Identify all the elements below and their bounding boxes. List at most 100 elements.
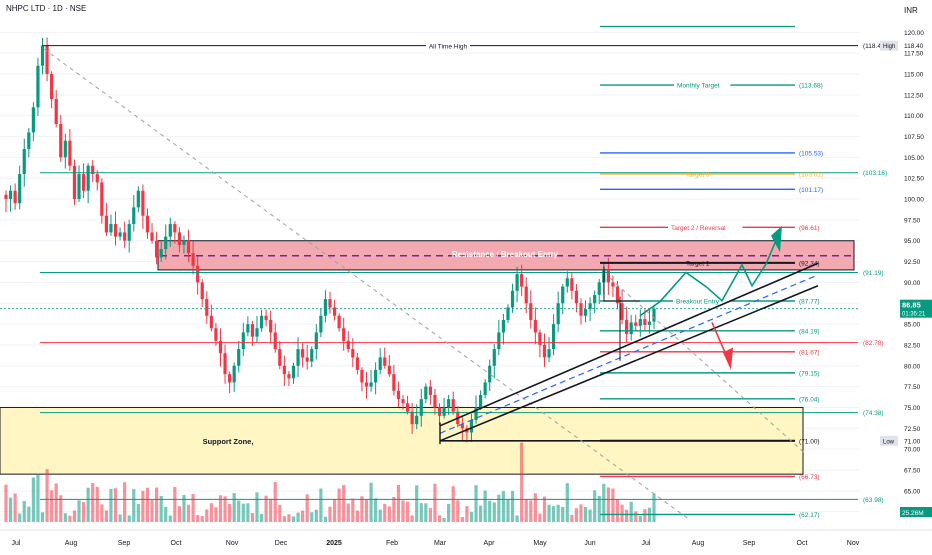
volume-bar [638, 516, 642, 522]
volume-bar [419, 503, 423, 522]
y-tick-label: 65.00 [904, 488, 921, 495]
channel-upper-line [439, 262, 819, 427]
candle-body [378, 357, 382, 370]
candle-body [574, 290, 579, 304]
candle-body [474, 407, 478, 420]
candle-body [228, 374, 232, 383]
candle-body [547, 349, 551, 358]
x-tick-label: May [533, 540, 547, 547]
volume-bar [40, 512, 45, 522]
candle-body [287, 374, 291, 379]
annotations: Monthly Target Target 3 Target 2 / Reversa… [43, 48, 819, 521]
volume-bar [364, 499, 369, 522]
volume-bar [54, 483, 58, 522]
volume-bar [173, 486, 177, 522]
volume-bar [50, 490, 54, 522]
reference-value: (74.38) [863, 410, 884, 417]
projected-arrow-up [771, 225, 782, 253]
candle-body [497, 332, 501, 350]
ath-value-label: (118.40) [863, 43, 887, 50]
volume-bar [383, 503, 387, 522]
candle-body [538, 332, 542, 345]
volume-bar [492, 502, 496, 522]
volume-bar [374, 498, 378, 522]
volume-bar [342, 484, 346, 522]
y-tick-label: 115.00 [904, 72, 924, 79]
candle-body [177, 232, 182, 245]
candle-body [638, 319, 642, 326]
candle-body [291, 365, 296, 379]
candle-body [191, 253, 195, 266]
y-tick-label: 72.50 [904, 426, 921, 433]
volume-bar [447, 503, 451, 522]
volume-bar [378, 509, 382, 522]
candle-body [520, 274, 524, 287]
volume-bar [328, 506, 332, 522]
candle-body [123, 232, 127, 241]
volume-bar [360, 496, 364, 522]
candle-body [561, 286, 565, 304]
candle-body [81, 174, 86, 191]
bearish-arrow-head [723, 347, 733, 370]
x-tick-label: Jun [584, 540, 595, 547]
candle-body [643, 319, 647, 325]
volume-bar [456, 500, 460, 522]
volume-bar [259, 513, 264, 522]
candle-body [314, 332, 318, 350]
candle-body [259, 315, 264, 329]
volume-bar [634, 511, 638, 522]
symbol-title[interactable]: NHPC LTD · 1D · NSE [6, 4, 87, 13]
volume-bar [255, 492, 259, 522]
volume-bar [552, 506, 556, 522]
candle-body [196, 265, 200, 283]
volume-bar [145, 487, 150, 522]
volume-bar [506, 499, 510, 522]
y-tick-label: 80.00 [904, 363, 921, 370]
candle-body [360, 369, 364, 383]
volume-bar [474, 485, 478, 522]
volume-bar [150, 499, 154, 522]
y-tick-label: 117.50 [904, 51, 924, 58]
candle-body [27, 132, 31, 150]
target-level-value: (92.34) [799, 260, 820, 267]
target-level-value: (113.68) [799, 83, 823, 90]
volume-bar [77, 500, 81, 522]
projected-path-up [639, 235, 779, 317]
volume-bar [652, 493, 656, 522]
y-tick-label: 105.00 [904, 155, 924, 162]
x-tick-label: Sep [118, 540, 131, 547]
candle-body [392, 374, 396, 391]
volume-bar [45, 469, 49, 522]
volume-bar [529, 500, 533, 522]
volume-bar [510, 490, 515, 522]
candle-body [8, 190, 13, 200]
monthly-target-label-bg [674, 80, 731, 90]
candle-body [483, 382, 487, 395]
volume-bar [469, 511, 474, 522]
candle-body [150, 232, 154, 241]
volume-bar [588, 509, 592, 522]
candle-body [95, 174, 99, 183]
volume-bar [36, 473, 40, 522]
volume-bar [132, 489, 136, 522]
volume-bar [291, 516, 296, 522]
candle-body [387, 365, 391, 375]
target3-label: Target 3 [686, 171, 710, 178]
countdown-tag: 01:35:21 [902, 312, 926, 318]
y-tick-label: 112.50 [904, 92, 924, 99]
candle-body [310, 349, 314, 362]
candle-body [652, 308, 656, 322]
candle-body [570, 278, 574, 291]
y-tick-label: 82.50 [904, 342, 921, 349]
volume-bar [415, 485, 419, 522]
candle-body [506, 307, 510, 320]
y-tick-label: 110.00 [904, 113, 924, 120]
volume-bar [625, 509, 629, 522]
target-level-value: (105.53) [799, 150, 823, 157]
volume-bar [246, 503, 250, 522]
y-tick-label: 120.00 [904, 30, 924, 37]
y-tick-label: 95.00 [904, 238, 921, 245]
candle-body [478, 394, 483, 408]
